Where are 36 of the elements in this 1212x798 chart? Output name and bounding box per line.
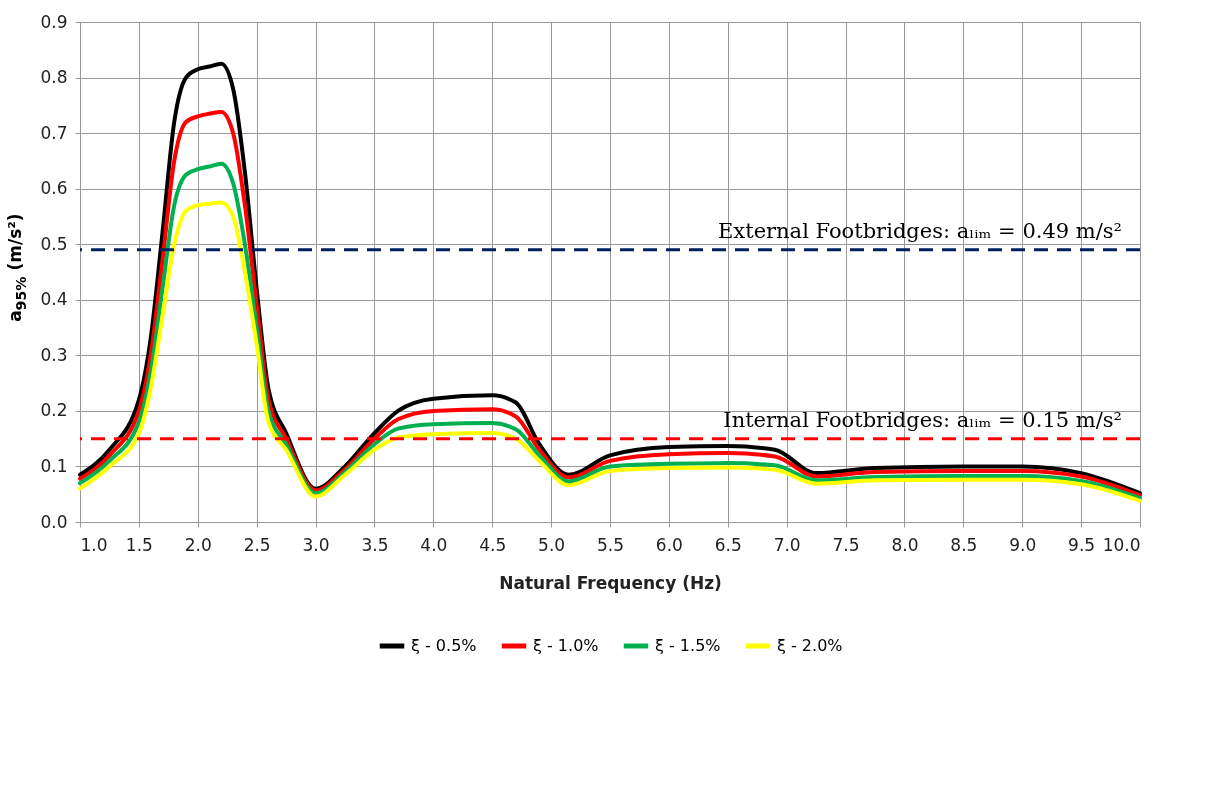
legend-label: ξ - 0.5% [411,636,477,655]
legend-label: ξ - 2.0% [777,636,843,655]
x-tick-label: 8.5 [950,534,978,555]
legend-label: ξ - 1.0% [533,636,599,655]
y-tick-label: 0.7 [40,122,68,143]
y-tick-label: 0.8 [40,67,68,88]
y-tick-label: 0.0 [40,511,68,532]
ref-line-label: Internal Footbridges: aₗᵢₘ = 0.15 m/s² [723,407,1122,432]
y-tick-label: 0.9 [40,11,68,32]
x-tick-label: 1.0 [80,534,108,555]
legend-label: ξ - 1.5% [655,636,721,655]
y-tick-label: 0.5 [40,233,68,254]
y-tick-label: 0.6 [40,178,68,199]
x-tick-label: 6.5 [714,534,742,555]
x-tick-label: 9.5 [1068,534,1096,555]
y-tick-label: 0.1 [40,455,68,476]
x-tick-label: 6.0 [655,534,683,555]
y-tick-label: 0.3 [40,344,68,365]
x-tick-label: 2.0 [184,534,212,555]
x-axis-title: Natural Frequency (Hz) [499,572,722,593]
x-tick-label: 2.5 [243,534,271,555]
x-tick-label: 7.5 [832,534,860,555]
x-tick-label: 8.0 [891,534,919,555]
x-tick-label: 3.0 [302,534,330,555]
ref-line-label: External Footbridges: aₗᵢₘ = 0.49 m/s² [718,218,1122,243]
x-tick-label: 9.0 [1009,534,1037,555]
x-tick-label: 3.5 [361,534,389,555]
x-tick-label: 4.5 [479,534,507,555]
x-tick-label: 5.0 [538,534,566,555]
x-tick-label: 4.0 [420,534,448,555]
x-tick-label: 1.5 [125,534,153,555]
x-tick-label: 10.0 [1102,534,1141,555]
x-tick-label: 5.5 [596,534,625,555]
x-tick-label: 7.0 [773,534,801,555]
y-tick-label: 0.4 [40,289,68,310]
y-tick-label: 0.2 [40,400,68,421]
